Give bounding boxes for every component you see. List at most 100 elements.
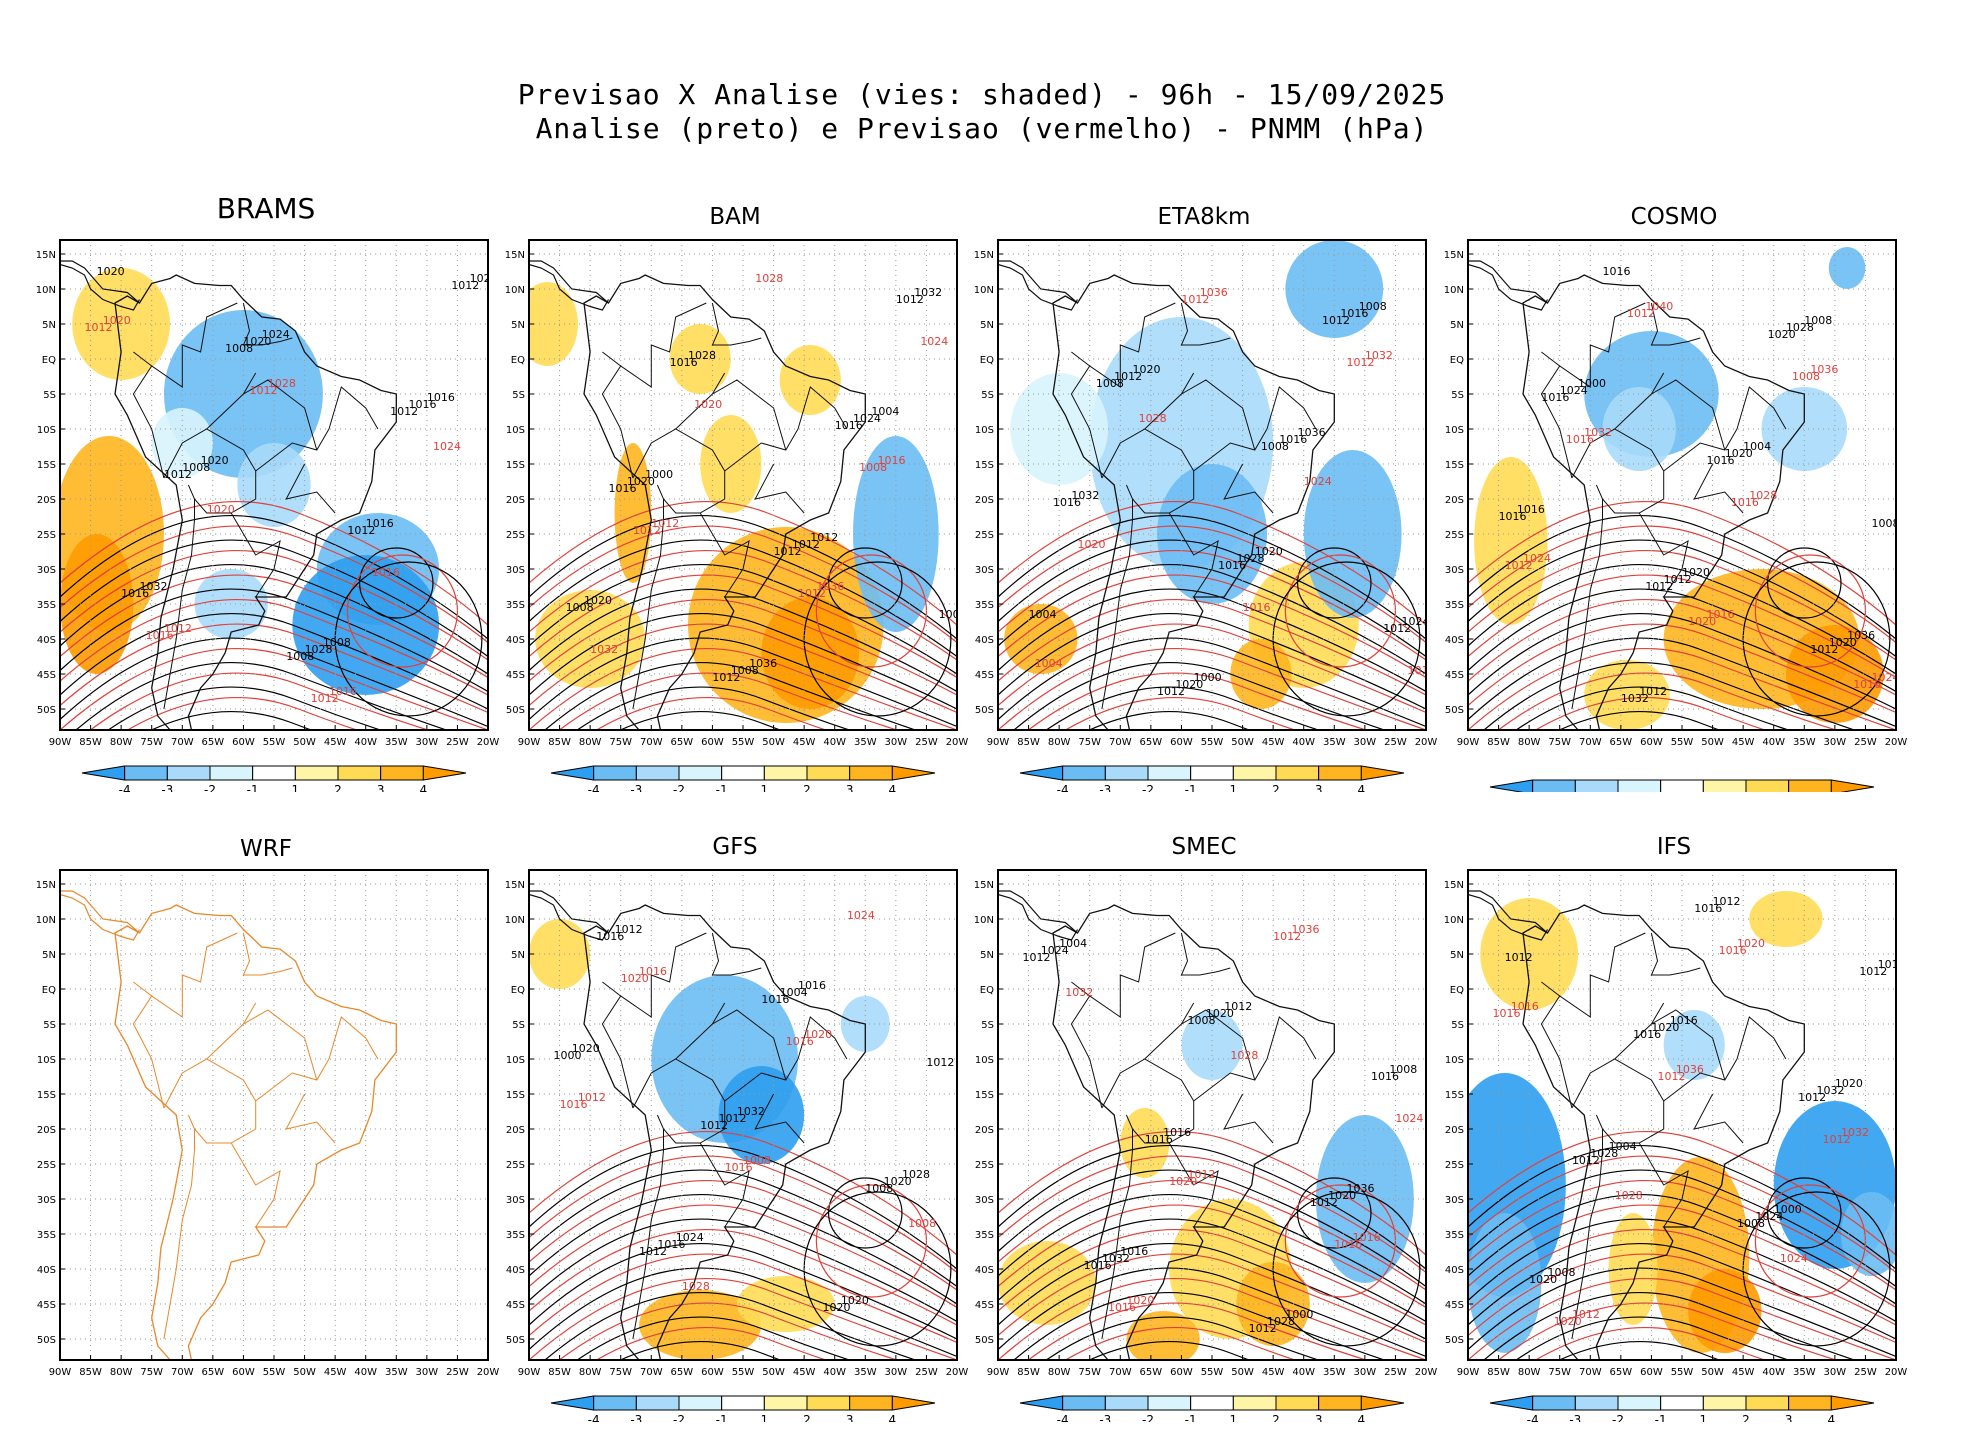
panel-cosmo: COSMO 1012 1012 1008 1016 1016 1020 1016 1020 101…: [1440, 192, 1908, 792]
analysis-isobar-label: 1012: [774, 545, 802, 558]
analysis-isobar: [1468, 1194, 1896, 1305]
forecast-isobar-label: 1032: [1841, 1126, 1869, 1139]
map-wrf: 15N 10N 5N EQ 5S 10S 15S 20S 25S 30S 35S 40S 45S 50S 9…: [36, 869, 499, 1378]
colorbar-segment: [1360, 1395, 1405, 1411]
analysis-isobar-label: 1020: [1682, 566, 1710, 579]
latitude-tick-label: EQ: [1450, 355, 1464, 366]
central-america-coastline: [998, 263, 1079, 311]
colorbar-segment: [1617, 1395, 1662, 1411]
forecast-isobar-label: 1016: [329, 685, 357, 698]
forecast-isobar-label: 1024: [1872, 671, 1900, 684]
colorbar-tick-label: -4: [1057, 783, 1069, 792]
latitude-tick-label: 45S: [37, 670, 56, 681]
analysis-isobar: [1013, 1292, 1387, 1360]
forecast-isobar: [529, 550, 957, 661]
colorbar-tick-label: 4: [1828, 1413, 1836, 1422]
colorbar-tick-label: 2: [334, 783, 342, 792]
forecast-isobar-label: 1020: [694, 398, 722, 411]
country-border: [1541, 981, 1561, 997]
latitude-tick-label: 10N: [1444, 285, 1464, 296]
latitude-tick-label: 50S: [37, 1335, 56, 1346]
latitude-tick-label: 30S: [37, 565, 56, 576]
latitude-tick-label: 10S: [37, 425, 56, 436]
country-border: [230, 1142, 281, 1228]
longitude-tick-label: 85W: [1487, 737, 1510, 748]
forecast-isobar-label: 1036: [1291, 923, 1319, 936]
colorbar-segment: [891, 1395, 936, 1411]
analysis-isobar-label: 1036: [749, 657, 777, 670]
longitude-tick-label: 90W: [987, 737, 1010, 748]
colorbar-tick-label: -4: [588, 783, 600, 792]
analysis-isobar: [1468, 1267, 1896, 1358]
colorbar: -4 -3 -2 -1 1 2 3 4: [81, 765, 467, 792]
latitude-tick-label: 50S: [1445, 705, 1464, 716]
analysis-isobar-label: 1016: [761, 993, 789, 1006]
central-america-coastline: [60, 263, 141, 311]
longitude-tick-label: 80W: [579, 1367, 602, 1378]
analysis-isobar-label: 1016: [1084, 1259, 1112, 1272]
analysis-isobar-label: 1016: [1163, 1126, 1191, 1139]
colorbar-tick-label: 2: [803, 1413, 811, 1422]
analysis-isobar-label: 1020: [1768, 328, 1796, 341]
forecast-isobar-label: 1028: [1230, 1049, 1258, 1062]
analysis-isobar: [1483, 1292, 1857, 1360]
forecast-isobar-label: 1020: [804, 1028, 832, 1041]
bias-shade: [1126, 1311, 1200, 1360]
country-border: [1168, 512, 1219, 598]
forecast-isobar-label: 1020: [1169, 1175, 1197, 1188]
latitude-tick-label: 5N: [980, 320, 994, 331]
latitude-tick-label: 35S: [975, 1230, 994, 1241]
colorbar-segment: [422, 765, 467, 781]
country-border: [1071, 981, 1091, 997]
analysis-isobar: [998, 613, 1426, 710]
latitude-tick-label: 5S: [981, 1020, 994, 1031]
country-border: [163, 1058, 257, 1144]
forecast-isobar: [998, 648, 1426, 730]
country-border: [1101, 1058, 1195, 1144]
latitude-tick-label: 25S: [506, 1160, 525, 1171]
bias-shade: [1303, 450, 1402, 618]
colorbar-segment: [721, 1395, 765, 1411]
latitude-tick-label: 45S: [506, 670, 525, 681]
latitude-tick-label: 40S: [975, 635, 994, 646]
forecast-isobar-label: 1016: [1492, 1007, 1520, 1020]
forecast-isobar: [529, 1278, 957, 1360]
analysis-isobar-label: 1032: [139, 580, 167, 593]
country-border: [242, 302, 293, 346]
high-pressure-isobar: [1766, 547, 1842, 619]
analysis-isobar-label: 1020: [1175, 678, 1203, 691]
longitude-tick-label: 80W: [1518, 737, 1541, 748]
country-border: [675, 372, 726, 430]
country-border: [1540, 932, 1646, 1109]
forecast-isobar: [529, 525, 957, 643]
colorbar-segment: [550, 765, 595, 781]
analysis-isobar-label: 1016: [427, 391, 455, 404]
longitude-tick-label: 75W: [140, 737, 163, 748]
colorbar-tick-label: 2: [803, 783, 811, 792]
longitude-tick-label: 85W: [1017, 1367, 1040, 1378]
latitude-tick-label: 50S: [506, 705, 525, 716]
analysis-isobar: [1045, 686, 1321, 730]
analysis-isobar: [998, 564, 1426, 675]
latitude-tick-label: 15S: [506, 460, 525, 471]
analysis-isobar-label: 1008: [865, 1182, 893, 1195]
longitude-tick-label: 20W: [477, 737, 500, 748]
country-border: [163, 428, 257, 514]
latitude-tick-label: 5N: [42, 950, 56, 961]
forecast-isobar: [529, 1180, 957, 1291]
colorbar-segment: [1318, 1395, 1362, 1411]
forecast-isobar-label: 1012: [311, 692, 339, 705]
analysis-isobar: [544, 662, 918, 730]
forecast-isobar-label: 1012: [633, 524, 661, 537]
country-border: [602, 351, 622, 367]
analysis-isobar-label: 1012: [1664, 573, 1692, 586]
forecast-isobar-label: 1024: [1304, 475, 1332, 488]
colorbar-tick-label: 3: [377, 783, 385, 792]
longitude-tick-label: 55W: [732, 1367, 755, 1378]
forecast-isobar-label: 1036: [1676, 1063, 1704, 1076]
south-america-coastline: [1522, 274, 1805, 730]
analysis-isobar-label: 1008: [286, 650, 314, 663]
forecast-isobar-label: 1040: [1645, 300, 1673, 313]
colorbar-segment: [1574, 1395, 1619, 1411]
central-america-coastline: [1468, 260, 1548, 304]
